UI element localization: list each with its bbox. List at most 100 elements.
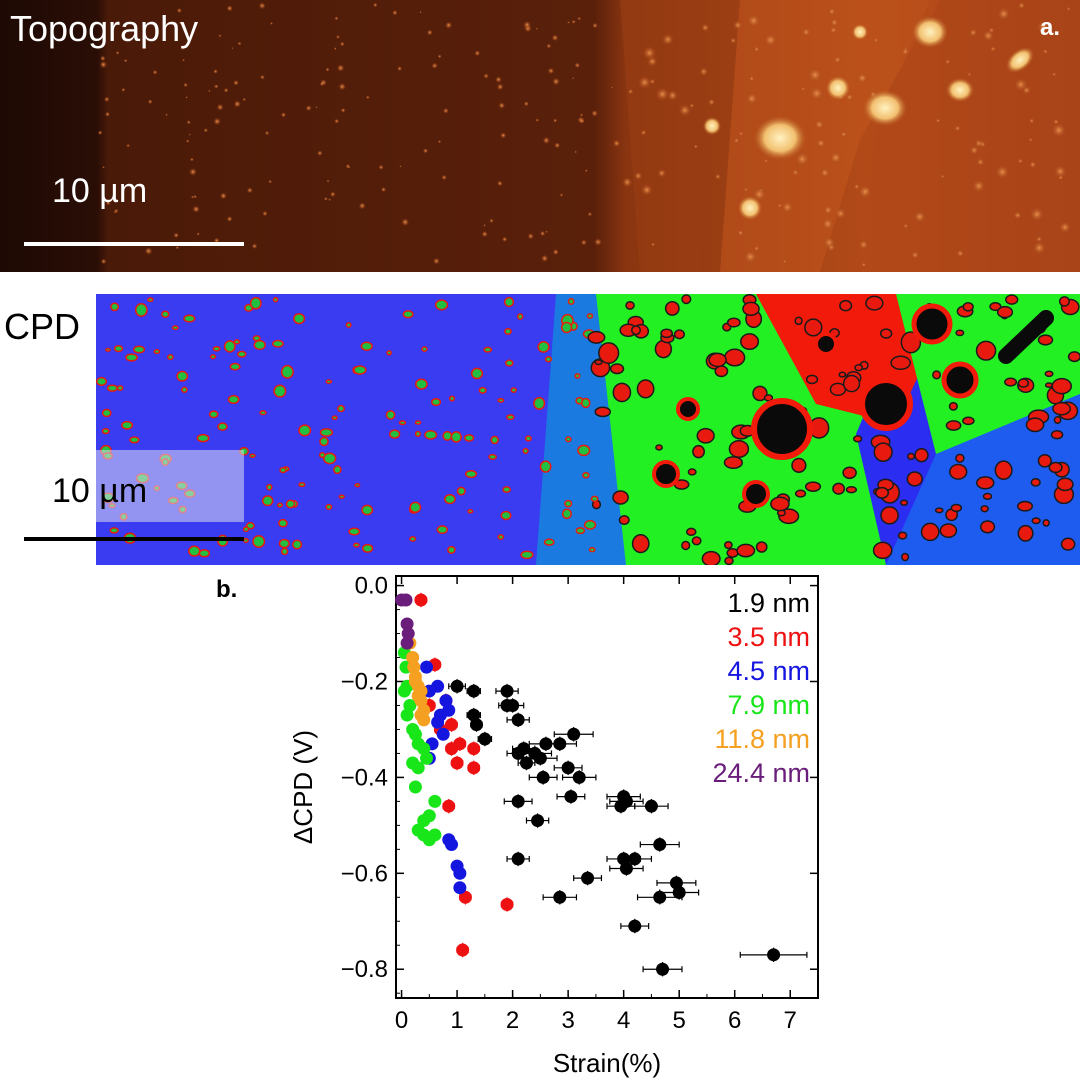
cpd-particle bbox=[854, 363, 864, 372]
cpd-scalebar bbox=[24, 537, 244, 541]
topography-particle bbox=[840, 130, 848, 138]
data-point bbox=[400, 617, 414, 631]
topography-particle bbox=[1036, 19, 1051, 34]
topography-particle bbox=[699, 67, 709, 77]
cpd-particle bbox=[414, 420, 422, 425]
topography-particle bbox=[113, 211, 116, 214]
topography-particle bbox=[422, 148, 429, 154]
data-point bbox=[500, 897, 514, 911]
topography-particle bbox=[165, 113, 168, 117]
x-tick-label: 0 bbox=[395, 1007, 408, 1034]
data-point bbox=[467, 684, 481, 698]
topography-particle bbox=[144, 247, 153, 255]
topography-particle bbox=[214, 84, 219, 89]
topography-particle bbox=[627, 88, 634, 95]
cpd-particle bbox=[113, 344, 124, 353]
topography-particle bbox=[223, 87, 229, 93]
y-tick-label: −0.6 bbox=[341, 860, 388, 887]
topography-particle bbox=[861, 262, 867, 268]
cpd-particle bbox=[872, 541, 893, 560]
topography-particle bbox=[584, 169, 588, 173]
cpd-particle bbox=[838, 371, 847, 378]
cpd-particle bbox=[109, 527, 119, 534]
topography-particle bbox=[233, 79, 239, 86]
cpd-particle bbox=[249, 453, 256, 459]
cpd-particle bbox=[233, 339, 241, 345]
y-tick-label: −0.4 bbox=[341, 764, 388, 791]
topography-particle bbox=[233, 100, 242, 108]
legend-entry: 4.5 nm bbox=[727, 656, 810, 686]
data-point bbox=[401, 627, 415, 641]
x-tick-label: 6 bbox=[728, 1007, 741, 1034]
cpd-particle bbox=[752, 385, 768, 402]
topography-particle bbox=[539, 230, 546, 237]
topography-particle bbox=[226, 5, 233, 12]
cpd-particle bbox=[948, 401, 958, 411]
topography-particle bbox=[633, 171, 643, 181]
topography-particle bbox=[1051, 72, 1057, 77]
topography-particle bbox=[833, 55, 842, 64]
data-point bbox=[564, 790, 578, 804]
topography-particle bbox=[819, 167, 831, 179]
topography-particle bbox=[501, 236, 508, 242]
cpd-particle bbox=[176, 370, 189, 382]
topography-map bbox=[0, 0, 1080, 272]
cpd-particle bbox=[121, 420, 134, 430]
topography-particle bbox=[823, 204, 834, 216]
strain-cpd-chart: 0 1 2 3 4 5 6 7 −0.8 −0.6 −0.4 −0.2 0.0 Strain(%) ΔCPD… bbox=[288, 573, 819, 1078]
topography-particle bbox=[834, 207, 847, 220]
cpd-particle bbox=[804, 318, 823, 337]
cpd-particle bbox=[129, 436, 140, 444]
cpd-particle bbox=[1053, 416, 1062, 425]
topography-particle bbox=[981, 29, 995, 42]
cpd-particle bbox=[253, 339, 266, 351]
cpd-particle bbox=[208, 410, 219, 419]
cpd-particle bbox=[664, 300, 680, 316]
cpd-particle bbox=[691, 536, 702, 546]
cpd-particle bbox=[125, 353, 139, 362]
topography-particle bbox=[541, 254, 549, 263]
topography-particle bbox=[347, 165, 351, 169]
cpd-particle bbox=[736, 543, 756, 558]
data-point bbox=[767, 948, 781, 962]
cpd-particle bbox=[726, 317, 741, 328]
cpd-particle bbox=[654, 339, 673, 359]
cpd-particle bbox=[1051, 377, 1073, 395]
topography-particle bbox=[935, 118, 941, 124]
cpd-particle bbox=[897, 531, 908, 540]
cpd-particle bbox=[561, 508, 572, 520]
data-point bbox=[400, 708, 414, 722]
cpd-particle bbox=[865, 295, 884, 311]
cpd-particle bbox=[277, 502, 283, 508]
topography-particle bbox=[523, 101, 529, 107]
cpd-particle bbox=[1058, 296, 1070, 307]
data-point bbox=[517, 742, 531, 756]
data-point bbox=[408, 780, 422, 794]
topography-particle bbox=[242, 97, 247, 102]
cpd-particle bbox=[116, 385, 124, 392]
topography-particle bbox=[437, 54, 442, 59]
topography-particle bbox=[372, 2, 378, 8]
topography-particle bbox=[535, 118, 539, 122]
topography-particle bbox=[579, 113, 584, 117]
cpd-particle bbox=[421, 346, 428, 352]
cpd-particle bbox=[906, 471, 923, 487]
topography-particle bbox=[591, 109, 598, 117]
cpd-particle bbox=[229, 362, 241, 371]
x-tick-label: 1 bbox=[450, 1007, 463, 1034]
data-point bbox=[397, 684, 411, 698]
topography-particle bbox=[707, 98, 716, 106]
topography-particle bbox=[175, 245, 179, 250]
cpd-particle bbox=[574, 373, 581, 379]
topography-particle bbox=[552, 248, 559, 256]
cpd-particle bbox=[583, 519, 597, 530]
cpd-particle bbox=[587, 330, 606, 344]
topography-particle bbox=[577, 16, 582, 21]
topography-particle bbox=[419, 11, 422, 14]
cpd-particle bbox=[980, 505, 989, 513]
cpd-particle bbox=[914, 448, 929, 463]
data-point bbox=[450, 679, 464, 693]
cpd-particle bbox=[996, 305, 1014, 319]
cpd-title: CPD bbox=[4, 306, 81, 347]
topography-particle bbox=[441, 174, 447, 181]
